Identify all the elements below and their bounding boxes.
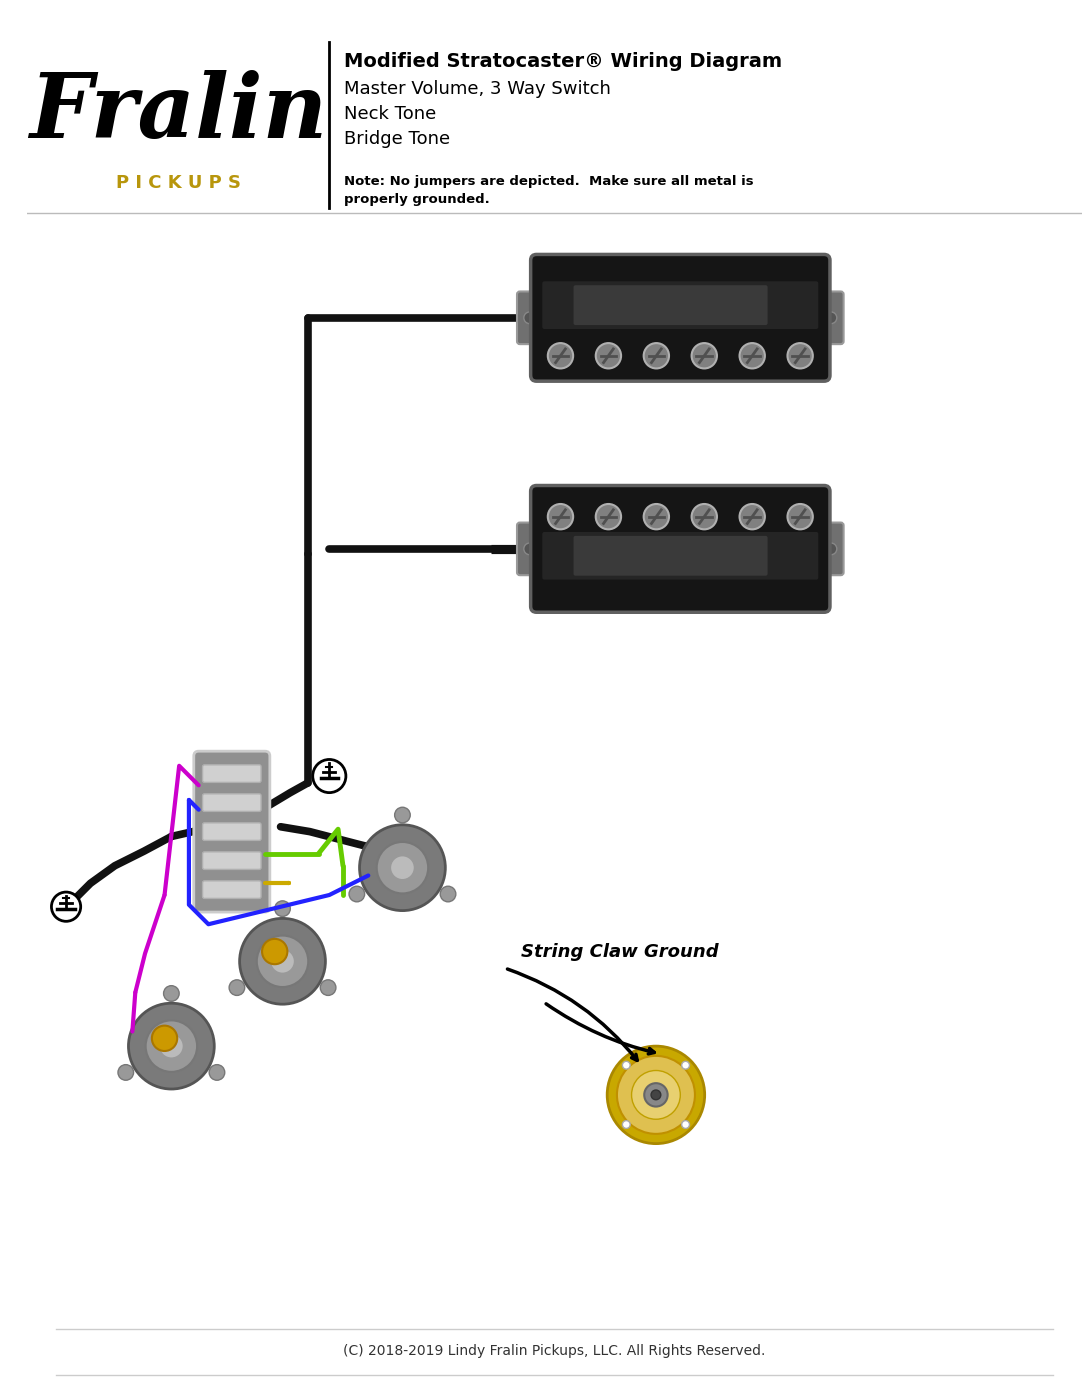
Circle shape bbox=[391, 855, 414, 879]
Circle shape bbox=[129, 1004, 214, 1089]
Circle shape bbox=[622, 1061, 630, 1070]
Circle shape bbox=[644, 343, 669, 368]
Circle shape bbox=[349, 886, 365, 902]
FancyBboxPatch shape bbox=[818, 291, 844, 344]
Circle shape bbox=[691, 343, 717, 368]
Circle shape bbox=[632, 1071, 681, 1119]
Circle shape bbox=[547, 343, 573, 368]
Text: Bridge Tone: Bridge Tone bbox=[344, 130, 450, 148]
Circle shape bbox=[262, 939, 288, 965]
Circle shape bbox=[209, 1064, 225, 1081]
Circle shape bbox=[607, 1046, 704, 1144]
Text: Master Volume, 3 Way Switch: Master Volume, 3 Way Switch bbox=[344, 80, 611, 98]
Circle shape bbox=[788, 504, 813, 529]
Circle shape bbox=[313, 759, 346, 792]
Circle shape bbox=[644, 504, 669, 529]
Circle shape bbox=[826, 543, 836, 554]
Text: Modified Stratocaster® Wiring Diagram: Modified Stratocaster® Wiring Diagram bbox=[344, 52, 782, 71]
FancyBboxPatch shape bbox=[202, 823, 261, 840]
Circle shape bbox=[691, 504, 717, 529]
Circle shape bbox=[118, 1064, 133, 1081]
Circle shape bbox=[395, 808, 410, 823]
FancyBboxPatch shape bbox=[573, 286, 767, 325]
FancyBboxPatch shape bbox=[202, 764, 261, 783]
Circle shape bbox=[826, 312, 836, 323]
FancyBboxPatch shape bbox=[202, 794, 261, 812]
Circle shape bbox=[377, 841, 428, 893]
Text: Note: No jumpers are depicted.  Make sure all metal is
properly grounded.: Note: No jumpers are depicted. Make sure… bbox=[344, 175, 753, 206]
Circle shape bbox=[524, 543, 536, 554]
Bar bbox=[27, 18, 1082, 213]
FancyBboxPatch shape bbox=[194, 752, 269, 911]
Circle shape bbox=[682, 1061, 689, 1070]
Circle shape bbox=[440, 886, 456, 902]
Circle shape bbox=[146, 1021, 197, 1072]
FancyBboxPatch shape bbox=[517, 291, 542, 344]
Circle shape bbox=[359, 825, 446, 910]
Text: (C) 2018-2019 Lindy Fralin Pickups, LLC. All Rights Reserved.: (C) 2018-2019 Lindy Fralin Pickups, LLC.… bbox=[343, 1344, 766, 1358]
FancyBboxPatch shape bbox=[517, 522, 542, 575]
Circle shape bbox=[275, 900, 290, 917]
Circle shape bbox=[682, 1120, 689, 1128]
Text: Neck Tone: Neck Tone bbox=[344, 105, 436, 123]
Circle shape bbox=[739, 343, 765, 368]
FancyBboxPatch shape bbox=[202, 851, 261, 869]
Circle shape bbox=[524, 312, 536, 323]
Text: String Claw Ground: String Claw Ground bbox=[522, 942, 718, 960]
Circle shape bbox=[596, 343, 621, 368]
FancyBboxPatch shape bbox=[573, 536, 767, 575]
FancyBboxPatch shape bbox=[542, 532, 818, 580]
Circle shape bbox=[159, 1035, 183, 1058]
Circle shape bbox=[622, 1120, 630, 1128]
Circle shape bbox=[547, 504, 573, 529]
Circle shape bbox=[52, 892, 81, 921]
Circle shape bbox=[644, 1084, 668, 1106]
FancyBboxPatch shape bbox=[818, 522, 844, 575]
Circle shape bbox=[739, 504, 765, 529]
Text: P I C K U P S: P I C K U P S bbox=[116, 174, 240, 192]
Circle shape bbox=[320, 980, 335, 995]
Circle shape bbox=[651, 1091, 661, 1100]
Circle shape bbox=[788, 343, 813, 368]
Circle shape bbox=[229, 980, 245, 995]
Circle shape bbox=[256, 935, 308, 987]
Circle shape bbox=[596, 504, 621, 529]
Circle shape bbox=[617, 1056, 695, 1134]
FancyBboxPatch shape bbox=[202, 881, 261, 899]
FancyBboxPatch shape bbox=[530, 255, 830, 381]
Circle shape bbox=[239, 918, 326, 1004]
FancyBboxPatch shape bbox=[542, 281, 818, 329]
Circle shape bbox=[163, 986, 180, 1001]
Text: Fralin: Fralin bbox=[29, 70, 328, 157]
FancyBboxPatch shape bbox=[530, 486, 830, 612]
Circle shape bbox=[151, 1026, 177, 1051]
Circle shape bbox=[270, 949, 294, 973]
